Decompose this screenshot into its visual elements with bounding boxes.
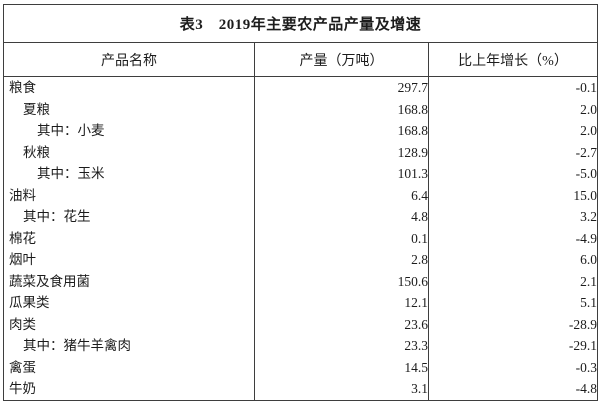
column-header-growth: 比上年增长（%） [427, 42, 599, 77]
output-value-cell: 12.1 [254, 292, 429, 314]
growth-value-cell: 5.1 [427, 292, 599, 314]
product-name-cell: 棉花 [3, 227, 255, 249]
growth-value-cell: 2.0 [427, 98, 599, 120]
growth-value-cell: -4.9 [427, 227, 599, 249]
product-name-cell: 瓜果类 [3, 292, 255, 314]
growth-value-cell: 6.0 [427, 249, 599, 271]
table-row: 牛奶 3.1 -4.8 [3, 378, 599, 400]
output-value-cell: 150.6 [254, 270, 429, 292]
product-name-cell: 牛奶 [3, 378, 255, 400]
output-value-cell: 128.9 [254, 141, 429, 163]
output-value-cell: 168.8 [254, 120, 429, 142]
growth-value-cell: 2.1 [427, 270, 599, 292]
growth-value-cell: 15.0 [427, 184, 599, 206]
growth-value-cell: 2.0 [427, 120, 599, 142]
table-row: 禽蛋 14.5 -0.3 [3, 356, 599, 378]
product-name-cell: 其中：猪牛羊禽肉 [3, 335, 255, 357]
product-name-cell: 粮食 [3, 76, 255, 99]
column-header-output: 产量（万吨） [254, 42, 429, 77]
table-row: 瓜果类 12.1 5.1 [3, 292, 599, 314]
product-name-cell: 其中：花生 [3, 206, 255, 228]
output-value-cell: 3.1 [254, 378, 429, 400]
product-name-cell: 夏粮 [3, 98, 255, 120]
table-title: 表3 2019年主要农产品产量及增速 [2, 4, 599, 43]
table-row: 其中：玉米 101.3 -5.0 [3, 163, 599, 185]
table-row: 烟叶 2.8 6.0 [3, 249, 599, 271]
output-value-cell: 2.8 [254, 249, 429, 271]
table-row: 夏粮 168.8 2.0 [3, 98, 599, 120]
output-value-cell: 4.8 [254, 206, 429, 228]
table-row: 秋粮 128.9 -2.7 [3, 141, 599, 163]
table-row: 棉花 0.1 -4.9 [3, 227, 599, 249]
table-row: 肉类 23.6 -28.9 [3, 313, 599, 335]
table-row: 其中：猪牛羊禽肉 23.3 -29.1 [3, 335, 599, 357]
product-name-cell: 其中：玉米 [3, 163, 255, 185]
output-value-cell: 23.3 [254, 335, 429, 357]
table-body: 粮食 297.7 -0.1 夏粮 168.8 2.0 其中：小麦 168.8 2… [3, 76, 599, 400]
table-title-row: 表3 2019年主要农产品产量及增速 [2, 4, 599, 43]
product-name-cell: 秋粮 [3, 141, 255, 163]
growth-value-cell: -5.0 [427, 163, 599, 185]
output-value-cell: 168.8 [254, 98, 429, 120]
output-value-cell: 6.4 [254, 184, 429, 206]
growth-value-cell: -29.1 [427, 335, 599, 357]
product-name-cell: 蔬菜及食用菌 [3, 270, 255, 292]
growth-value-cell: -4.8 [427, 378, 599, 400]
product-name-cell: 肉类 [3, 313, 255, 335]
table-row: 其中：小麦 168.8 2.0 [3, 120, 599, 142]
growth-value-cell: -0.3 [427, 356, 599, 378]
growth-value-cell: -2.7 [427, 141, 599, 163]
table-row: 蔬菜及食用菌 150.6 2.1 [3, 270, 599, 292]
product-name-cell: 烟叶 [3, 249, 255, 271]
output-value-cell: 14.5 [254, 356, 429, 378]
table-row: 其中：花生 4.8 3.2 [3, 206, 599, 228]
growth-value-cell: 3.2 [427, 206, 599, 228]
output-value-cell: 101.3 [254, 163, 429, 185]
table-row: 油料 6.4 15.0 [3, 184, 599, 206]
growth-value-cell: -0.1 [427, 76, 599, 99]
agri-products-table: 表3 2019年主要农产品产量及增速 产品名称 产量（万吨） 比上年增长（%） … [2, 4, 599, 401]
product-name-cell: 禽蛋 [3, 356, 255, 378]
output-value-cell: 297.7 [254, 76, 429, 99]
product-name-cell: 其中：小麦 [3, 120, 255, 142]
output-value-cell: 23.6 [254, 313, 429, 335]
output-value-cell: 0.1 [254, 227, 429, 249]
column-header-product-name: 产品名称 [3, 42, 255, 77]
growth-value-cell: -28.9 [427, 313, 599, 335]
table-header-row: 产品名称 产量（万吨） 比上年增长（%） [3, 42, 599, 77]
table-row: 粮食 297.7 -0.1 [3, 76, 599, 99]
product-name-cell: 油料 [3, 184, 255, 206]
